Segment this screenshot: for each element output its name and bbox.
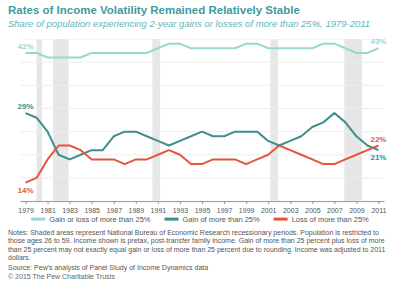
x-tick: 1991: [151, 201, 167, 214]
x-tick-mark: [246, 201, 247, 204]
data-label: 14%: [18, 186, 34, 195]
x-tick-label: 2011: [371, 207, 386, 214]
x-tick-mark: [158, 201, 159, 204]
x-tick-label: 2007: [327, 207, 343, 214]
legend-label: Loss of more than 25%: [292, 215, 369, 224]
x-tick: 2001: [261, 201, 277, 214]
grid-line: [20, 85, 384, 86]
chart-subtitle: Share of population experiencing 2-year …: [8, 18, 370, 29]
x-tick: 2005: [305, 201, 321, 214]
x-tick-label: 1997: [217, 207, 233, 214]
recession-band: [53, 39, 68, 201]
notes-line: those ages 26 to 59. Income shown is pre…: [8, 237, 385, 245]
x-tick: 1981: [40, 201, 56, 214]
x-tick-label: 1979: [18, 207, 34, 214]
chart-title: Rates of Income Volatility Remained Rela…: [8, 4, 300, 16]
x-tick-label: 2005: [305, 207, 321, 214]
recession-band: [344, 39, 362, 201]
series-line: [26, 44, 379, 58]
x-tick-label: 1993: [173, 207, 189, 214]
x-tick: 1983: [62, 201, 78, 214]
plot-area: 1979 1981 1983 1985 1987 1989 1991 1993 1995 1997…: [18, 37, 387, 214]
x-axis: 1979 1981 1983 1985 1987 1989 1991 1993 1995 1997…: [18, 201, 386, 214]
legend-swatch: [31, 218, 45, 221]
x-tick-mark: [290, 201, 291, 204]
x-tick-mark: [378, 201, 379, 204]
chart-svg: Rates of Income Volatility Remained Rela…: [0, 0, 400, 284]
grid-line: [20, 177, 384, 178]
x-tick-mark: [114, 201, 115, 204]
x-tick-mark: [334, 201, 335, 204]
legend-item: Loss of more than 25%: [274, 215, 369, 224]
notes-line: Notes: Shaded areas represent National B…: [8, 229, 379, 237]
recession-band: [270, 39, 278, 201]
x-tick: 1993: [173, 201, 189, 214]
x-tick-mark: [26, 201, 27, 204]
x-tick-mark: [92, 201, 93, 204]
legend-label: Gain or loss of more than 25%: [49, 215, 151, 224]
x-tick-label: 1985: [84, 207, 100, 214]
data-label: 29%: [18, 102, 34, 111]
x-tick: 1995: [195, 201, 211, 214]
x-tick-label: 2001: [261, 207, 277, 214]
x-tick-mark: [268, 201, 269, 204]
x-tick-label: 1991: [151, 207, 167, 214]
legend-label: Gain of more than 25%: [183, 215, 260, 224]
grid-line: [20, 108, 384, 109]
x-tick: 1987: [106, 201, 122, 214]
x-tick-mark: [202, 201, 203, 204]
x-tick: 2003: [283, 201, 299, 214]
legend-item: Gain of more than 25%: [165, 215, 260, 224]
notes-line: than 25 percent may not exactly equal ga…: [8, 246, 385, 254]
x-tick-mark: [224, 201, 225, 204]
x-tick: 2009: [349, 201, 365, 214]
x-tick-mark: [180, 201, 181, 204]
grid-line: [20, 154, 384, 155]
chart-title-line: Rates of Income Volatility Remained Rela…: [8, 4, 300, 16]
legend-swatch: [165, 218, 179, 221]
x-tick-label: 1983: [62, 207, 78, 214]
data-label: 22%: [370, 135, 386, 144]
series-line: [26, 113, 379, 159]
x-tick-label: 2009: [349, 207, 365, 214]
x-tick-label: 1989: [129, 207, 145, 214]
x-tick: 1985: [84, 201, 100, 214]
x-tick-mark: [356, 201, 357, 204]
x-tick-label: 1995: [195, 207, 211, 214]
legend-item: Gain or loss of more than 25%: [31, 215, 151, 224]
legend-swatch: [274, 218, 288, 221]
notes-line: dollars.: [8, 254, 31, 261]
x-tick: 1997: [217, 201, 233, 214]
x-tick: 1989: [129, 201, 145, 214]
x-tick: 1979: [18, 201, 34, 214]
data-label: 42%: [18, 42, 34, 51]
grid-line: [20, 62, 384, 63]
x-tick-mark: [312, 201, 313, 204]
series-line: [26, 146, 379, 183]
chart-container: Rates of Income Volatility Remained Rela…: [0, 0, 400, 284]
x-tick-mark: [136, 201, 137, 204]
plot-clip-group: [20, 39, 384, 201]
x-tick-label: 1987: [106, 207, 122, 214]
source: Source: Pew's analysis of Panel Study of…: [8, 264, 208, 272]
x-tick-mark: [48, 201, 49, 204]
copyright: © 2015 The Pew Charitable Trusts: [8, 273, 115, 280]
legend: Gain or loss of more than 25% Gain of mor…: [31, 215, 369, 224]
chart-subtitle-line: Share of population experiencing 2-year …: [8, 18, 370, 29]
grid-line: [20, 39, 384, 40]
grid-line: [20, 201, 384, 202]
data-label: 21%: [370, 153, 386, 162]
x-tick: 2007: [327, 201, 343, 214]
x-tick: 1999: [239, 201, 255, 214]
notes: Notes: Shaded areas represent National B…: [8, 229, 385, 261]
recession-band: [152, 39, 160, 201]
x-tick-label: 2003: [283, 207, 299, 214]
x-tick-mark: [70, 201, 71, 204]
data-label: 43%: [370, 37, 386, 46]
x-tick: 2011: [371, 201, 386, 214]
x-tick-label: 1999: [239, 207, 255, 214]
x-tick-label: 1981: [40, 207, 56, 214]
